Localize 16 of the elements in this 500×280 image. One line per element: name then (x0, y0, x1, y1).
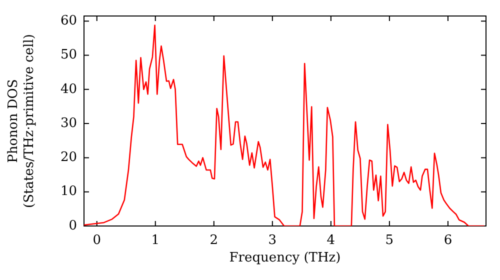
x-axis-title: Frequency (THz) (229, 250, 341, 266)
y-tick-label: 60 (60, 13, 77, 28)
x-tick-label: 2 (210, 233, 218, 248)
y-tick-label: 20 (60, 150, 77, 166)
y-tick-label: 40 (60, 82, 77, 97)
x-tick-label: 4 (326, 233, 336, 248)
x-tick-label: 6 (444, 233, 452, 248)
y-tick-label: 50 (60, 48, 77, 63)
x-tick-label: 1 (151, 233, 160, 248)
y-axis-title: Phonon DOS (States/THz·primitive cell) (6, 34, 37, 208)
x-tick-label: 5 (385, 233, 394, 248)
x-tick-label: 0 (92, 233, 102, 248)
y-tick-label: 0 (68, 218, 77, 234)
y-tick-label: 30 (60, 116, 77, 131)
x-tick-label: 3 (268, 233, 277, 248)
y-tick-label: 10 (60, 184, 77, 200)
